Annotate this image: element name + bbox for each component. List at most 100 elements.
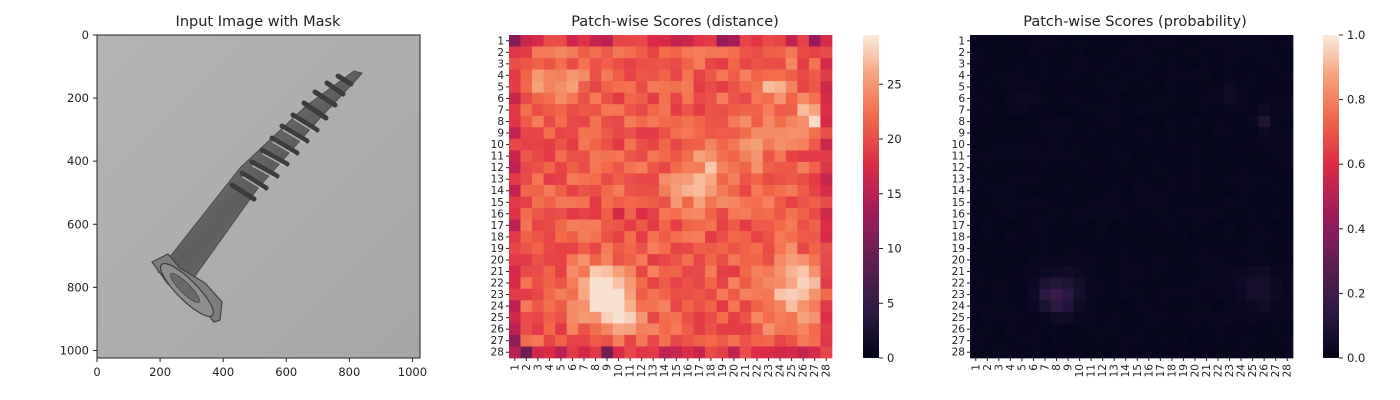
heatmap-cell: [693, 104, 706, 117]
heatmap-cell: [1200, 81, 1213, 94]
heatmap-cell: [670, 104, 683, 117]
heatmap-cell: [762, 288, 775, 301]
heatmap-cell: [555, 323, 568, 336]
heatmap-cell: [1223, 265, 1236, 278]
heatmap-cell: [670, 288, 683, 301]
heatmap-cell: [1177, 127, 1190, 140]
heatmap-cell: [1131, 127, 1144, 140]
heatmap-cell: [635, 346, 648, 359]
heatmap-cell: [993, 300, 1005, 313]
heatmap-cell: [1200, 35, 1213, 47]
heatmap-cell: [1073, 115, 1086, 128]
heatmap-cell: [1016, 242, 1029, 255]
heatmap-cell: [1258, 104, 1271, 117]
heatmap-cell: [1108, 231, 1121, 243]
heatmap-cell: [1096, 92, 1109, 105]
heatmap-cell: [658, 35, 671, 47]
heatmap-cell: [509, 92, 521, 105]
heatmap-cell: [612, 115, 625, 128]
heatmap-cell: [1016, 277, 1029, 290]
col-tick-label: 10: [613, 364, 625, 377]
heatmap-cell: [1062, 242, 1075, 255]
col-tick-label: 5: [1016, 364, 1028, 371]
heatmap-cell: [1177, 184, 1190, 197]
heatmap-cell: [589, 300, 602, 313]
heatmap-cell: [1096, 127, 1109, 140]
heatmap-cell: [1108, 81, 1121, 94]
row-tick-label: 13: [491, 174, 504, 186]
heatmap-cell: [1269, 254, 1282, 267]
row-tick-label: 7: [958, 104, 965, 116]
heatmap-cell: [1154, 231, 1167, 243]
heatmap-cell: [981, 265, 994, 278]
col-tick-label: 13: [648, 364, 660, 377]
heatmap-cell: [1281, 150, 1294, 163]
heatmap-cell: [1039, 92, 1052, 105]
colorbar-tick-label: 0.6: [1347, 157, 1365, 171]
heatmap-cell: [808, 300, 821, 313]
heatmap-cell: [1131, 35, 1144, 47]
heatmap-cell: [601, 265, 614, 278]
heatmap-cell: [682, 311, 694, 324]
heatmap-cell: [589, 208, 602, 220]
heatmap-cell: [774, 35, 787, 47]
heatmap-cell: [670, 184, 683, 197]
heatmap-cell: [589, 69, 602, 82]
heatmap-cell: [1281, 138, 1294, 151]
heatmap-cell: [1039, 288, 1052, 301]
heatmap-cell: [1258, 161, 1271, 174]
col-tick-label: 19: [717, 364, 729, 377]
heatmap-cell: [1166, 196, 1178, 209]
heatmap-cell: [739, 265, 752, 278]
heatmap-cell: [635, 115, 648, 128]
heatmap-cell: [970, 323, 982, 336]
heatmap-cell: [509, 219, 521, 232]
heatmap-cell: [1096, 196, 1109, 209]
row-tick-label: 19: [952, 243, 965, 255]
heatmap-cell: [705, 323, 717, 336]
heatmap-cell: [993, 219, 1005, 232]
heatmap-cell: [716, 184, 729, 197]
heatmap-cell: [1166, 150, 1178, 163]
heatmap-cell: [1223, 104, 1236, 117]
heatmap-cell: [1131, 242, 1144, 255]
heatmap-cell: [1258, 231, 1271, 243]
heatmap-cell: [589, 346, 602, 359]
heatmap-cell: [589, 150, 602, 163]
heatmap-cell: [970, 288, 982, 301]
heatmap-cell: [981, 277, 994, 290]
heatmap-cell: [1281, 104, 1294, 117]
heatmap-cell: [1050, 104, 1063, 117]
heatmap-cell: [532, 92, 544, 105]
heatmap-cell: [1258, 92, 1271, 105]
col-tick-label: 20: [728, 364, 740, 377]
heatmap-cell: [1269, 58, 1282, 70]
heatmap-cell: [808, 104, 821, 117]
heatmap-cell: [509, 184, 521, 197]
heatmap-cell: [532, 311, 544, 324]
heatmap-cell: [751, 161, 764, 174]
heatmap-cell: [612, 323, 625, 336]
heatmap-cell: [1085, 115, 1098, 128]
heatmap-cell: [1119, 115, 1132, 128]
heatmap-cell: [1177, 219, 1190, 232]
heatmap-cell: [762, 46, 775, 59]
heatmap-cell: [728, 277, 741, 290]
row-tick-label: 13: [952, 174, 965, 186]
heatmap-cell: [762, 127, 775, 140]
heatmap-cell: [1143, 300, 1155, 313]
heatmap-cell: [509, 81, 521, 94]
heatmap-cell: [578, 127, 591, 140]
heatmap-cell: [543, 104, 556, 117]
heatmap-cell: [1027, 231, 1040, 243]
heatmap-cell: [1177, 150, 1190, 163]
heatmap-cell: [1062, 231, 1075, 243]
heatmap-cell: [555, 231, 568, 243]
colorbar-tick-label: 5: [887, 296, 894, 310]
heatmap-cell: [566, 231, 579, 243]
heatmap-cell: [1200, 311, 1213, 324]
heatmap-cell: [532, 231, 544, 243]
heatmap-cell: [520, 265, 533, 278]
heatmap-cell: [716, 277, 729, 290]
heatmap-cell: [1177, 300, 1190, 313]
